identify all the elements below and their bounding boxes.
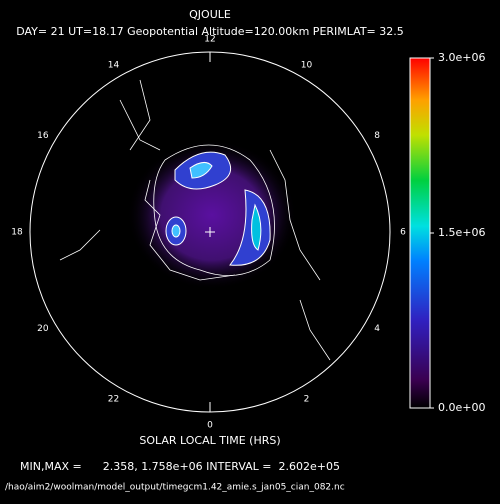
contour-region (171, 224, 181, 238)
hour-label: 4 (374, 324, 380, 334)
pole-marker (205, 227, 215, 237)
colorbar (409, 57, 431, 409)
hour-label: 20 (37, 324, 49, 334)
colorbar-tick-label: 3.0e+06 (438, 51, 485, 64)
map (29, 51, 391, 413)
contour-region (251, 203, 262, 251)
hour-label: 0 (207, 421, 213, 431)
colorbar-tick-label: 0.0e+00 (438, 401, 485, 414)
hour-label: 2 (304, 395, 310, 405)
hour-label: 12 (204, 35, 215, 45)
hour-label: 6 (400, 228, 406, 238)
hour-label: 22 (108, 395, 119, 405)
colorbar-tick-label: 1.5e+06 (438, 226, 485, 239)
file-path: /hao/aim2/woolman/model_output/timegcm1.… (5, 483, 345, 493)
contour-line (153, 144, 275, 276)
x-axis-label: SOLAR LOCAL TIME (HRS) (139, 434, 280, 447)
hour-label: 8 (374, 131, 380, 141)
subtitle: DAY= 21 UT=18.17 Geopotential Altitude=1… (16, 25, 404, 38)
coastline (59, 79, 331, 361)
stats: MIN,MAX = 2.358, 1.758e+06 INTERVAL = 2.… (20, 460, 340, 473)
hour-label: 16 (37, 131, 49, 141)
contour-region (229, 189, 271, 266)
hour-label: 18 (11, 228, 23, 238)
colorbar-ticks: 0.0e+00 1.5e+06 3.0e+06 (430, 51, 485, 414)
hour-label: 10 (301, 60, 313, 70)
contour-region (189, 162, 213, 179)
title: QJOULE (189, 8, 231, 21)
hour-label: 14 (108, 60, 120, 70)
